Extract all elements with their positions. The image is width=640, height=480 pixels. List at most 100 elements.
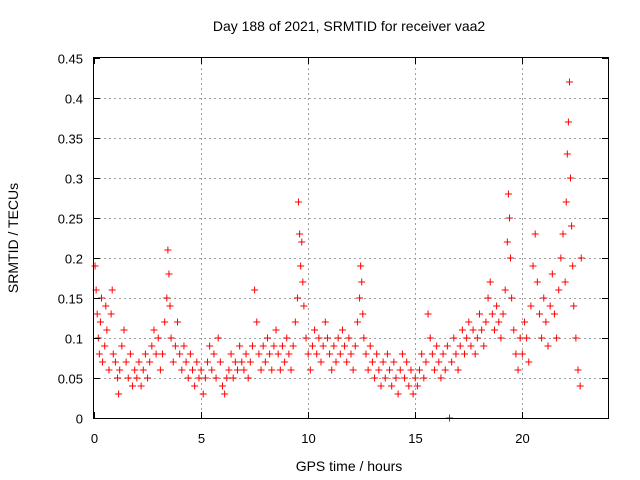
y-axis-title: SRMTID / TECUs [5,183,21,293]
data-point [568,222,576,230]
x-axis-title: GPS time / hours [296,458,403,474]
data-point [443,342,451,350]
data-point [197,366,205,374]
data-point [396,366,404,374]
data-point [523,334,531,342]
data-point [108,286,116,294]
data-point [463,334,471,342]
data-point [261,358,269,366]
data-point [465,318,473,326]
data-point [321,318,329,326]
data-point [488,310,496,318]
data-point [503,238,511,246]
data-point [274,350,282,358]
data-point [428,350,436,358]
data-point [334,334,342,342]
data-point [409,390,417,398]
data-point [572,334,580,342]
data-point [347,350,355,358]
data-point [490,326,498,334]
data-point [246,358,254,366]
data-point [351,342,359,350]
data-point [285,350,293,358]
data-point [564,118,572,126]
data-point [152,350,160,358]
data-point [368,358,376,366]
data-point [176,350,184,358]
data-point [189,366,197,374]
data-point [448,358,456,366]
y-tick-label: 0.1 [65,332,83,347]
data-point [546,302,554,310]
x-tick-label: 0 [91,431,98,446]
data-point [122,358,130,366]
data-point [214,334,222,342]
data-point [533,278,541,286]
data-point [182,358,190,366]
data-point [338,326,346,334]
data-point [116,366,124,374]
data-point [115,390,123,398]
data-point [349,366,357,374]
data-point [562,198,570,206]
data-point [450,334,458,342]
data-point [291,318,299,326]
data-point [510,326,518,334]
data-point [416,366,424,374]
chart-title: Day 188 of 2021, SRMTID for receiver vaa… [213,18,486,34]
data-point [431,366,439,374]
data-point [315,334,323,342]
data-point [557,254,565,262]
data-point [99,358,107,366]
data-point [328,366,336,374]
data-point [210,350,218,358]
data-point [569,262,577,270]
data-point [392,374,400,382]
data-point [484,294,492,302]
data-point [441,366,449,374]
data-point [229,374,237,382]
data-point [359,310,367,318]
plot-frame [93,57,609,419]
data-point [398,350,406,358]
data-point [345,334,353,342]
data-point [418,350,426,358]
data-point [535,310,543,318]
data-point [362,350,370,358]
data-point [171,342,179,350]
data-point [244,374,252,382]
data-point [124,374,132,382]
y-tick-label: 0.05 [58,372,83,387]
data-point [137,382,145,390]
data-point [473,334,481,342]
data-point [343,358,351,366]
x-tick-label: 10 [301,431,315,446]
data-point [531,230,539,238]
data-point [326,350,334,358]
data-point [114,374,122,382]
data-point [255,350,263,358]
data-point [101,342,109,350]
data-point [458,326,466,334]
data-point [93,310,101,318]
data-point [268,366,276,374]
data-point [538,334,546,342]
data-point [383,350,391,358]
data-point [357,262,365,270]
data-point [413,382,421,390]
data-point [144,374,152,382]
data-point [281,358,289,366]
x-tick-labels: 0 5 10 15 20 [91,431,530,446]
data-point [204,358,212,366]
data-point [456,342,464,350]
data-point [150,326,158,334]
data-point [394,390,402,398]
data-point [542,318,550,326]
data-point [486,278,494,286]
data-point [386,366,394,374]
data-point [95,350,103,358]
data-point [527,302,535,310]
data-point [565,78,573,86]
data-point [353,318,361,326]
data-point [133,374,141,382]
